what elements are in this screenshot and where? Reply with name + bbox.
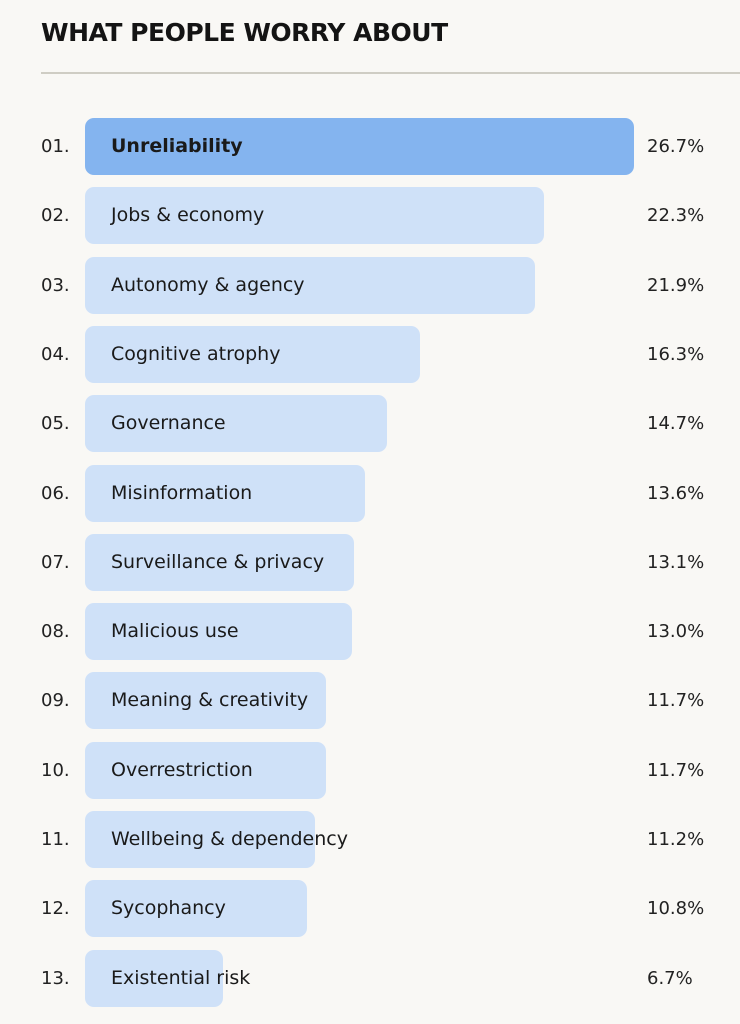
bar xyxy=(85,256,536,314)
category-label: Sycophancy xyxy=(111,897,226,920)
rank-label: 05. xyxy=(41,413,70,435)
value-label: 14.7% xyxy=(647,413,705,435)
bar xyxy=(85,811,316,868)
category-label: Cognitive atrophy xyxy=(111,342,281,365)
bar-row: 13. Existential risk 6.7% xyxy=(0,949,740,1007)
bar xyxy=(85,533,355,591)
bar xyxy=(85,603,353,661)
bar xyxy=(85,395,388,453)
rank-label: 08. xyxy=(41,621,70,643)
category-label: Existential risk xyxy=(111,966,251,989)
category-label: Wellbeing & dependency xyxy=(111,828,348,850)
rank-label: 03. xyxy=(41,274,70,296)
bar-row: 05. Governance 14.7% xyxy=(0,395,740,453)
value-label: 11.7% xyxy=(647,690,705,712)
bar xyxy=(85,949,223,1007)
bar-row: 01. Unreliability 26.7% xyxy=(0,118,740,175)
rank-label: 02. xyxy=(41,205,70,227)
value-label: 22.3% xyxy=(647,205,705,227)
bar-row: 02. Jobs & economy 22.3% xyxy=(0,187,740,245)
value-label: 11.2% xyxy=(647,829,705,850)
rank-label: 06. xyxy=(41,482,70,504)
rank-label: 04. xyxy=(41,343,70,365)
value-label: 11.7% xyxy=(647,759,705,781)
rank-label: 09. xyxy=(41,690,70,712)
bar xyxy=(85,672,326,730)
bar xyxy=(85,325,421,383)
bar-row: 12. Sycophancy 10.8% xyxy=(0,880,740,938)
bar-row: 03. Autonomy & agency 21.9% xyxy=(0,256,740,314)
rank-label: 11. xyxy=(41,829,70,850)
bar-row: 10. Overrestriction 11.7% xyxy=(0,741,740,799)
category-label: Unreliability xyxy=(111,135,243,157)
bar-row: 06. Misinformation 13.6% xyxy=(0,464,740,522)
rank-label: 12. xyxy=(41,898,70,920)
bar-row: 07. Surveillance & privacy 13.1% xyxy=(0,533,740,591)
value-label: 13.0% xyxy=(647,621,705,643)
category-label: Misinformation xyxy=(111,481,253,504)
value-label: 13.6% xyxy=(647,482,705,504)
bar-row: 09. Meaning & creativity 11.7% xyxy=(0,672,740,730)
chart-title: WHAT PEOPLE WORRY ABOUT xyxy=(41,18,448,47)
bar xyxy=(85,464,365,522)
value-label: 21.9% xyxy=(647,274,705,296)
bar-row: 04. Cognitive atrophy 16.3% xyxy=(0,325,740,383)
bar xyxy=(85,880,308,938)
category-label: Jobs & economy xyxy=(111,204,265,227)
rank-label: 10. xyxy=(41,759,70,781)
value-label: 10.8% xyxy=(647,898,705,920)
category-label: Autonomy & agency xyxy=(111,273,305,296)
rank-label: 13. xyxy=(41,967,70,989)
category-label: Overrestriction xyxy=(111,758,253,781)
category-label: Governance xyxy=(111,412,226,435)
value-label: 13.1% xyxy=(647,551,705,573)
bar xyxy=(85,118,634,175)
rank-label: 07. xyxy=(41,551,70,573)
value-label: 16.3% xyxy=(647,343,705,365)
category-label: Surveillance & privacy xyxy=(111,550,325,573)
value-label: 26.7% xyxy=(647,136,705,157)
rank-label: 01. xyxy=(41,136,70,157)
category-label: Meaning & creativity xyxy=(111,689,309,712)
bar xyxy=(85,187,544,245)
value-label: 6.7% xyxy=(647,967,693,989)
bar xyxy=(85,741,326,799)
bar-row: 11. Wellbeing & dependency 11.2% xyxy=(0,811,740,868)
category-label: Malicious use xyxy=(111,620,239,643)
title-divider xyxy=(41,72,740,74)
bar-row: 08. Malicious use 13.0% xyxy=(0,603,740,661)
